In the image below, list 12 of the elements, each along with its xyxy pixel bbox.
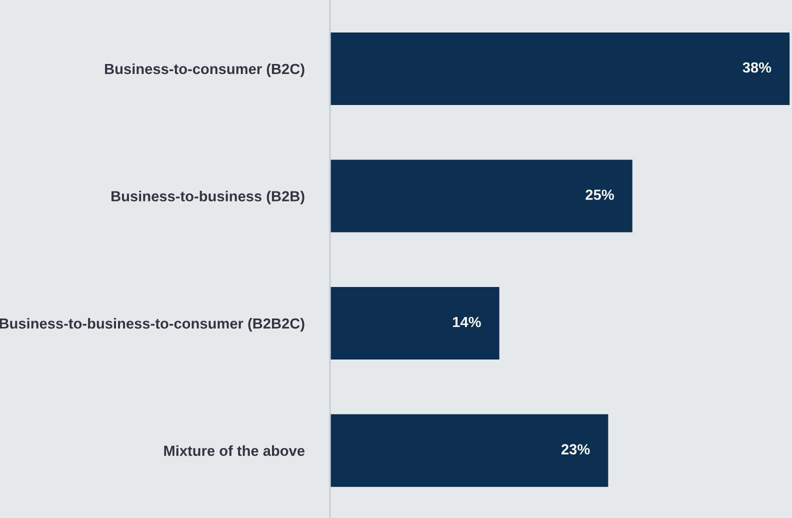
- y-tick-label: Business-to-consumer (B2C): [105, 63, 304, 78]
- bar: [330, 414, 608, 487]
- data-label: 25%: [586, 190, 614, 200]
- data-label: 14%: [453, 316, 481, 328]
- bar: [330, 160, 632, 232]
- data-label: 38%: [742, 62, 772, 73]
- bar: [330, 287, 500, 360]
- data-label: 23%: [561, 444, 590, 454]
- y-tick-label: Mixture of the above: [164, 445, 305, 456]
- y-tick-label: Business-to-business-to-consumer (B2B2C): [0, 318, 304, 332]
- bar: [330, 32, 790, 105]
- y-tick-label: Business-to-business (B2B): [112, 190, 304, 204]
